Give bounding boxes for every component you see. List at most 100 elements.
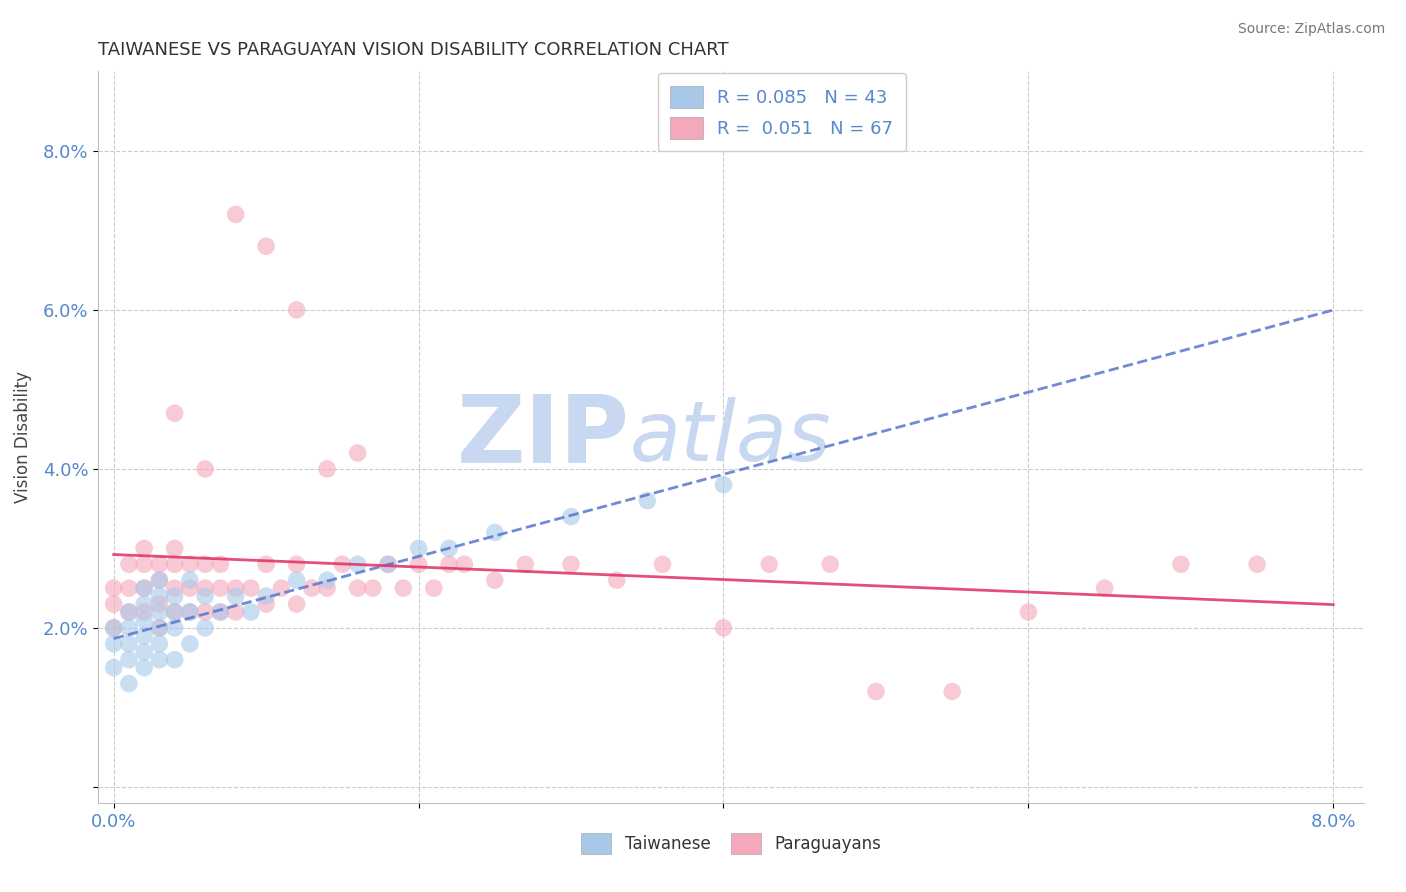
Point: [865, 684, 887, 698]
Point: [118, 581, 141, 595]
Point: [1094, 581, 1116, 595]
Point: [361, 581, 384, 595]
Point: [179, 605, 201, 619]
Point: [377, 558, 399, 572]
Point: [103, 637, 125, 651]
Point: [163, 558, 186, 572]
Point: [163, 653, 186, 667]
Point: [301, 581, 323, 595]
Point: [346, 558, 368, 572]
Point: [239, 581, 262, 595]
Point: [1246, 558, 1268, 572]
Point: [163, 406, 186, 420]
Point: [179, 637, 201, 651]
Point: [285, 558, 308, 572]
Point: [134, 597, 156, 611]
Point: [225, 589, 247, 603]
Point: [651, 558, 673, 572]
Point: [209, 605, 232, 619]
Text: ZIP: ZIP: [457, 391, 630, 483]
Point: [148, 558, 170, 572]
Point: [194, 581, 217, 595]
Legend: Taiwanese, Paraguayans: Taiwanese, Paraguayans: [575, 827, 887, 860]
Point: [194, 589, 217, 603]
Point: [560, 558, 582, 572]
Point: [163, 605, 186, 619]
Point: [453, 558, 475, 572]
Point: [134, 581, 156, 595]
Point: [118, 653, 141, 667]
Point: [163, 581, 186, 595]
Point: [408, 541, 430, 556]
Point: [437, 558, 460, 572]
Point: [103, 621, 125, 635]
Point: [254, 239, 277, 253]
Point: [179, 573, 201, 587]
Point: [484, 573, 506, 587]
Point: [1170, 558, 1192, 572]
Point: [423, 581, 446, 595]
Point: [254, 597, 277, 611]
Point: [316, 573, 339, 587]
Point: [163, 589, 186, 603]
Point: [285, 573, 308, 587]
Point: [134, 660, 156, 674]
Point: [225, 207, 247, 221]
Point: [148, 573, 170, 587]
Point: [148, 589, 170, 603]
Point: [103, 621, 125, 635]
Point: [179, 605, 201, 619]
Point: [606, 573, 628, 587]
Point: [148, 597, 170, 611]
Point: [330, 558, 353, 572]
Point: [636, 493, 658, 508]
Point: [148, 621, 170, 635]
Point: [713, 621, 735, 635]
Point: [194, 462, 217, 476]
Point: [270, 581, 292, 595]
Point: [316, 581, 339, 595]
Text: atlas: atlas: [630, 397, 831, 477]
Point: [134, 541, 156, 556]
Text: TAIWANESE VS PARAGUAYAN VISION DISABILITY CORRELATION CHART: TAIWANESE VS PARAGUAYAN VISION DISABILIT…: [98, 41, 730, 59]
Point: [346, 581, 368, 595]
Point: [134, 605, 156, 619]
Point: [118, 605, 141, 619]
Point: [134, 558, 156, 572]
Point: [163, 541, 186, 556]
Point: [377, 558, 399, 572]
Point: [179, 558, 201, 572]
Point: [118, 676, 141, 690]
Point: [484, 525, 506, 540]
Point: [118, 558, 141, 572]
Point: [194, 621, 217, 635]
Point: [194, 605, 217, 619]
Text: Source: ZipAtlas.com: Source: ZipAtlas.com: [1237, 22, 1385, 37]
Point: [163, 621, 186, 635]
Point: [209, 581, 232, 595]
Point: [148, 573, 170, 587]
Point: [285, 302, 308, 317]
Point: [239, 605, 262, 619]
Point: [194, 558, 217, 572]
Point: [346, 446, 368, 460]
Y-axis label: Vision Disability: Vision Disability: [14, 371, 32, 503]
Point: [103, 660, 125, 674]
Point: [254, 558, 277, 572]
Point: [179, 581, 201, 595]
Point: [134, 581, 156, 595]
Point: [118, 637, 141, 651]
Point: [713, 477, 735, 491]
Point: [225, 581, 247, 595]
Point: [209, 558, 232, 572]
Point: [437, 541, 460, 556]
Point: [285, 597, 308, 611]
Point: [758, 558, 780, 572]
Point: [209, 605, 232, 619]
Point: [560, 509, 582, 524]
Point: [316, 462, 339, 476]
Point: [392, 581, 415, 595]
Point: [941, 684, 963, 698]
Point: [103, 597, 125, 611]
Point: [225, 605, 247, 619]
